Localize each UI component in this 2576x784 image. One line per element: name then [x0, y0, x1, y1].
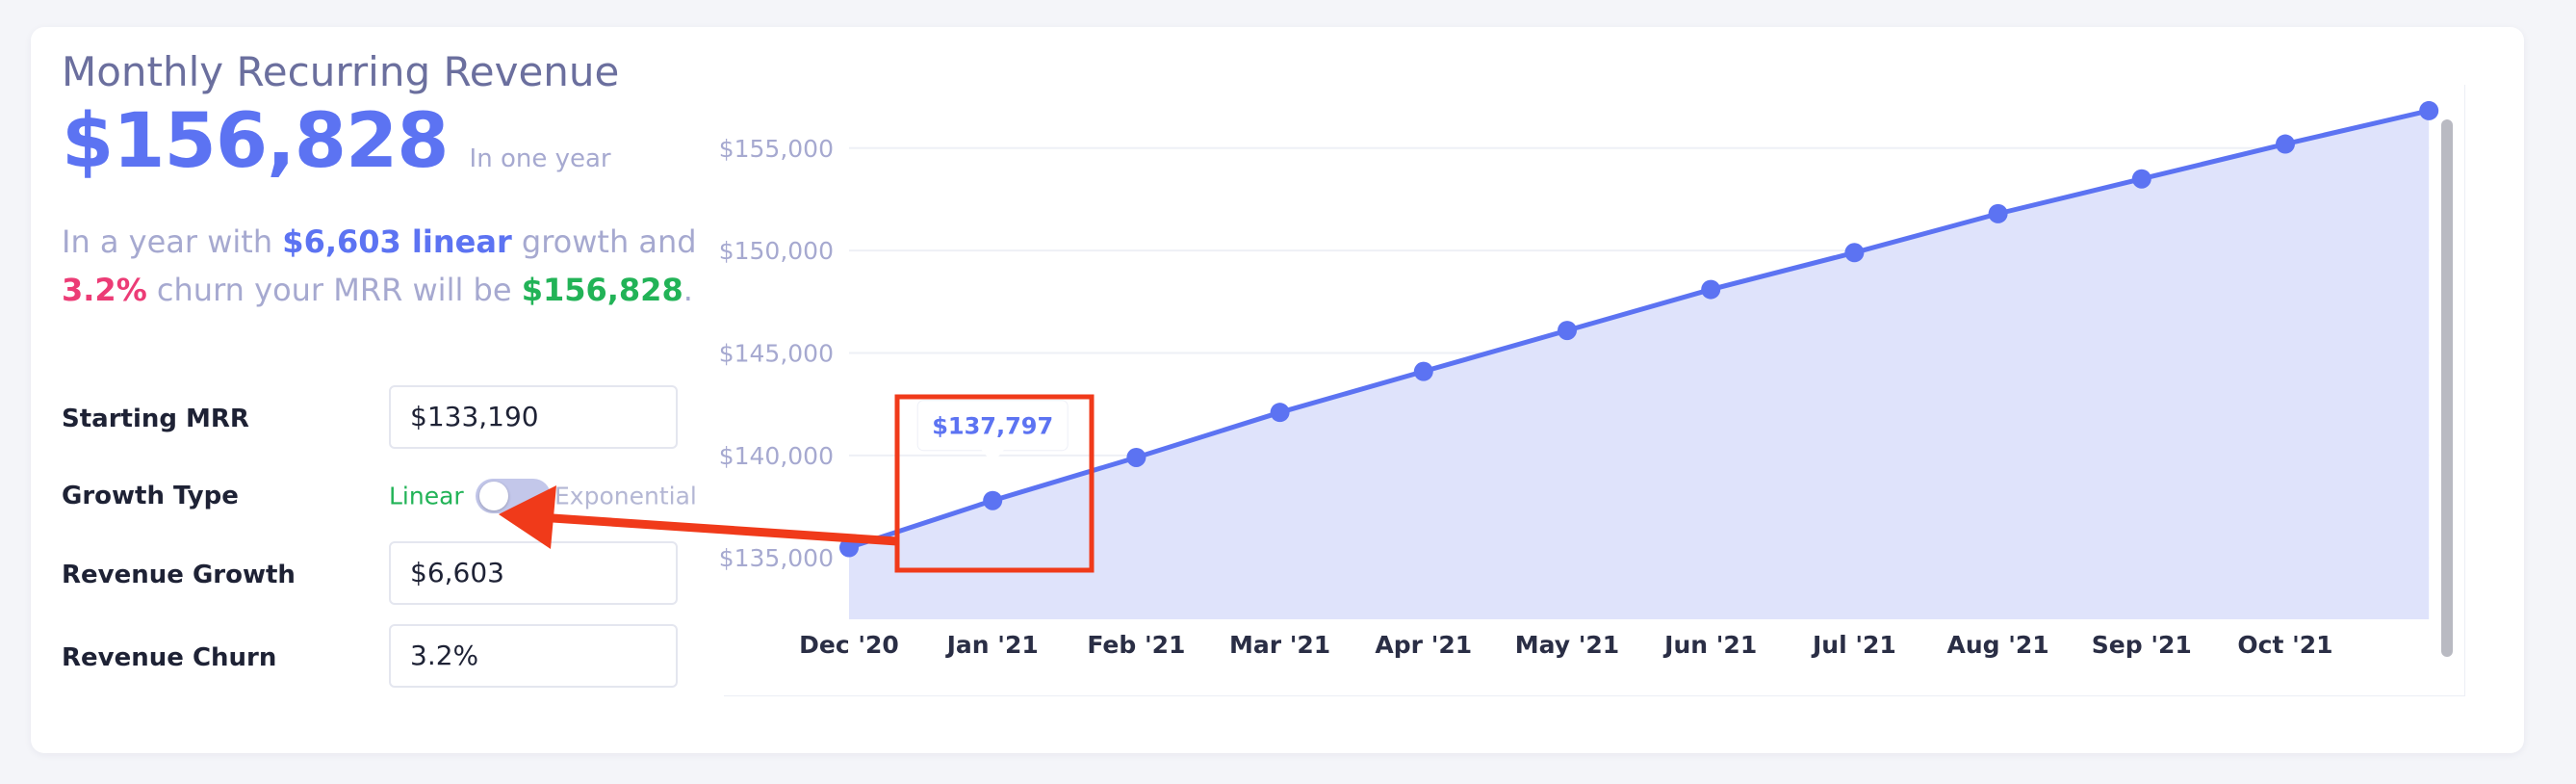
data-point[interactable]	[1701, 279, 1721, 300]
y-tick-label: $140,000	[719, 442, 834, 470]
summary-growth-value: $6,603 linear	[282, 223, 512, 261]
revenue-growth-row: Revenue Growth $6,603	[62, 541, 697, 609]
chart-frame	[724, 85, 2465, 696]
tooltip-value: $137,797	[932, 413, 1053, 440]
growth-type-linear-option[interactable]: Linear	[389, 482, 464, 510]
mrr-headline: $156,828 In one year	[62, 104, 697, 179]
summary-text: growth and	[511, 223, 697, 261]
starting-mrr-label: Starting MRR	[62, 405, 249, 433]
starting-mrr-input[interactable]: $133,190	[389, 385, 678, 449]
y-tick-label: $155,000	[719, 135, 834, 163]
revenue-churn-row: Revenue Churn 3.2%	[62, 624, 697, 692]
annotation-arrow-head	[499, 485, 556, 549]
chart-points	[839, 100, 2439, 558]
x-tick-label: Mar '21	[1229, 631, 1330, 659]
summary-text: In a year with	[62, 223, 283, 261]
data-point[interactable]	[983, 490, 1003, 510]
x-tick-label: Jan '21	[945, 631, 1039, 659]
x-tick-label: Jul '21	[1811, 631, 1896, 659]
revenue-churn-label: Revenue Churn	[62, 643, 277, 672]
x-tick-label: Sep '21	[2092, 631, 2192, 659]
revenue-growth-input[interactable]: $6,603	[389, 541, 678, 605]
x-tick-label: Jun '21	[1662, 631, 1757, 659]
data-point[interactable]	[2131, 169, 2151, 189]
summary-sentence: In a year with $6,603 linear growth and 3…	[62, 218, 697, 314]
data-point[interactable]	[1844, 243, 1865, 263]
y-tick-label: $135,000	[719, 544, 834, 572]
y-tick-label: $145,000	[719, 340, 834, 368]
data-point[interactable]	[1988, 203, 2008, 223]
mrr-subtitle: In one year	[469, 144, 611, 174]
toggle-knob	[479, 482, 508, 510]
starting-mrr-row: Starting MRR $133,190	[62, 385, 697, 453]
y-tick-label: $150,000	[719, 237, 834, 265]
x-tick-label: Dec '20	[799, 631, 899, 659]
card-title: Monthly Recurring Revenue	[62, 48, 620, 95]
summary-result-value: $156,828	[521, 272, 683, 309]
x-tick-label: May '21	[1515, 631, 1619, 659]
x-axis: Dec '20 Jan '21 Feb '21 Mar '21 Apr '21 May '…	[799, 631, 2332, 659]
growth-type-exponential-option[interactable]: Exponential	[554, 482, 697, 510]
data-point[interactable]	[1413, 361, 1433, 381]
revenue-churn-input[interactable]: 3.2%	[389, 624, 678, 688]
data-point[interactable]	[2419, 100, 2439, 120]
mrr-value: $156,828	[62, 98, 450, 186]
y-axis: $135,000 $140,000 $145,000 $150,000 $155,000	[719, 135, 834, 572]
x-tick-label: Aug '21	[1946, 631, 2048, 659]
chart-area	[849, 110, 2430, 619]
x-tick-label: Apr '21	[1375, 631, 1472, 659]
summary-text: churn your MRR will be	[146, 272, 522, 309]
data-point[interactable]	[1270, 403, 1290, 423]
x-tick-label: Oct '21	[2237, 631, 2332, 659]
revenue-growth-label: Revenue Growth	[62, 561, 296, 589]
summary-churn-value: 3.2%	[62, 272, 147, 309]
x-tick-label: Feb '21	[1087, 631, 1185, 659]
summary-text: .	[683, 272, 693, 309]
chart-scrollbar[interactable]	[2441, 119, 2453, 657]
annotation-arrow-shaft	[552, 513, 898, 546]
data-point[interactable]	[1558, 321, 1577, 341]
mrr-summary-panel: Monthly Recurring Revenue $156,828 In on…	[62, 48, 697, 314]
data-point[interactable]	[839, 537, 859, 558]
highlight-box	[894, 394, 1095, 573]
chart-line	[848, 108, 2430, 550]
chart-tooltip: $137,797	[916, 400, 1069, 463]
data-point[interactable]	[2276, 134, 2295, 154]
data-point[interactable]	[1126, 447, 1146, 467]
growth-type-label: Growth Type	[62, 482, 239, 510]
tooltip-caret	[981, 449, 1005, 463]
